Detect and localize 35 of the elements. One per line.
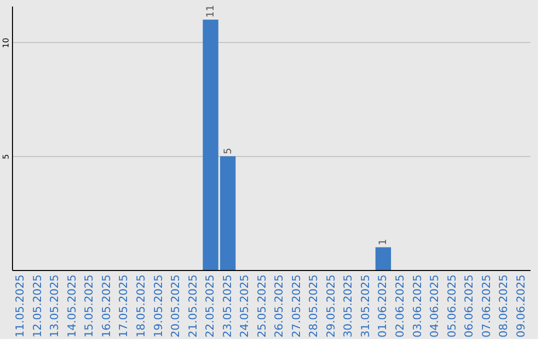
x-tick-label: 29.05.2025 [324, 274, 338, 338]
x-tick-label: 22.05.2025 [204, 274, 217, 338]
data-label: 11 [206, 4, 217, 18]
data-label: 1 [378, 238, 390, 246]
x-tick-label: 05.06.2025 [445, 274, 458, 338]
x-tick-label: 02.06.2025 [394, 274, 406, 338]
x-tick-label: 24.05.2025 [238, 274, 252, 338]
data-label: 5 [222, 148, 234, 154]
x-tick-label: 12.05.2025 [30, 274, 44, 338]
y-tick-label: 10 [2, 38, 10, 48]
x-tick-label: 07.06.2025 [480, 274, 493, 338]
x-tick-label: 11.05.2025 [14, 274, 27, 338]
x-tick-label: 23.05.2025 [220, 274, 234, 338]
x-tick-label: 16.05.2025 [100, 274, 113, 338]
x-tick-label: 20.05.2025 [169, 274, 182, 338]
x-tick-label: 30.05.2025 [342, 274, 355, 338]
x-tick-label: 01.06.2025 [376, 274, 390, 338]
x-tick-label: 21.05.2025 [186, 274, 200, 338]
x-tick-label: 25.05.2025 [255, 274, 268, 338]
x-tick-label: 19.05.2025 [152, 274, 165, 338]
x-tick-label: 27.05.2025 [290, 274, 303, 338]
x-tick-label: 31.05.2025 [358, 274, 372, 338]
x-tick-label: 17.05.2025 [117, 274, 130, 338]
x-tick-label: 09.06.2025 [514, 274, 528, 338]
x-tick-label: 14.05.2025 [65, 274, 78, 338]
x-tick-label: 15.05.2025 [82, 274, 96, 338]
x-tick-label: 26.05.2025 [272, 274, 286, 338]
x-tick-label: 28.05.2025 [307, 274, 320, 338]
x-tick-label: 18.05.2025 [134, 274, 148, 338]
x-tick-label: 13.05.2025 [48, 274, 62, 338]
x-tick-label: 03.06.2025 [410, 274, 424, 338]
x-tick-label: 08.06.2025 [497, 274, 510, 338]
x-tick-label: 06.06.2025 [462, 274, 476, 338]
x-tick-label: 04.06.2025 [428, 274, 442, 338]
bar [375, 247, 392, 270]
